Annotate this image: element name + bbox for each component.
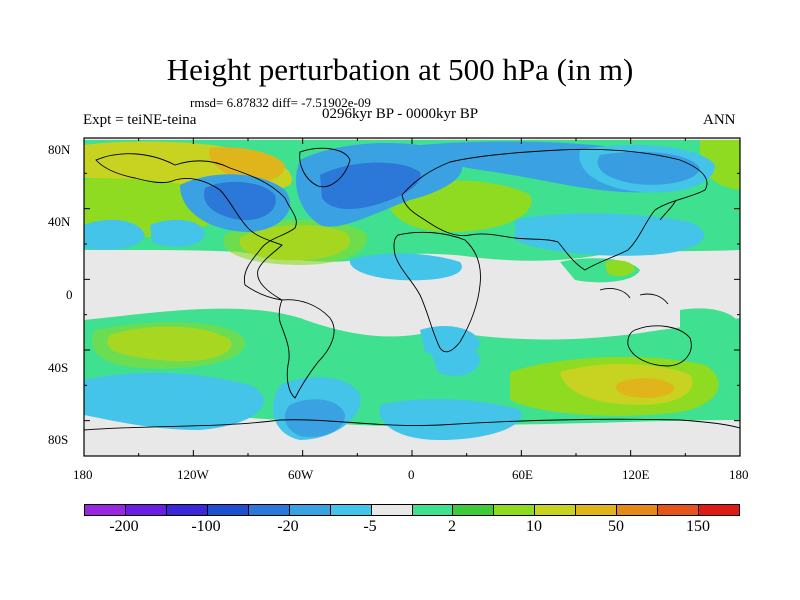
contour-blue-antarctic-east	[379, 398, 522, 440]
lat-label-40n: 40N	[48, 214, 71, 229]
colorbar-swatch	[125, 505, 167, 515]
contour-blue-southpac	[84, 372, 264, 430]
colorbar-swatch	[535, 505, 577, 515]
colorbar-swatch	[699, 505, 739, 515]
colorbar-swatch	[207, 505, 249, 515]
colorbar-swatch	[453, 505, 495, 515]
coastline-north-america	[95, 153, 297, 301]
coastline-eurasia	[401, 148, 708, 271]
stats-text: rmsd= 6.87832 diff= -7.51902e-09	[190, 95, 371, 110]
colorbar-swatch	[371, 505, 413, 515]
axis-ticks	[83, 137, 741, 457]
colorbar-label: 50	[608, 518, 624, 535]
lat-label-0: 0	[66, 287, 73, 302]
coastline-japan	[659, 199, 677, 221]
colorbar-swatch	[617, 505, 659, 515]
contour-blue-asia	[515, 213, 705, 256]
colorbar-label: -20	[277, 518, 299, 535]
colorbar-label: -200	[109, 518, 139, 535]
coastlines	[84, 147, 740, 431]
experiment-text: Expt = teiNE-teina	[83, 112, 197, 128]
contour-green-pacific-trop	[680, 308, 740, 355]
coastline-indonesia	[599, 287, 669, 305]
contour-darkblue-siberia	[597, 151, 700, 185]
contour-darkblue-canada	[204, 181, 276, 221]
lat-label-40s: 40S	[48, 360, 69, 375]
colorbar-swatch	[289, 505, 331, 515]
colorbar-swatch	[576, 505, 618, 515]
colorbar-label: 150	[686, 518, 710, 535]
map-title: Height perturbation at 500 hPa (in m)	[166, 52, 634, 87]
contour-blue-midlat-europe	[349, 253, 462, 281]
colorbar-swatch	[412, 505, 454, 515]
contour-lime-arctic-east	[700, 140, 740, 190]
contour-blue-antarctic	[284, 399, 345, 438]
colorbar-label: -100	[191, 518, 221, 535]
contour-lime-atlantic	[223, 219, 367, 265]
colorbar-swatch	[330, 505, 372, 515]
colorbar-swatch	[85, 505, 126, 515]
colorbar-label: 10	[526, 518, 542, 535]
coastline-africa	[393, 231, 481, 353]
contour-orange-southindian	[615, 378, 675, 398]
contour-darkblue-greenland	[320, 162, 421, 210]
coastline-australia	[627, 325, 692, 367]
colorbar	[84, 504, 740, 516]
season-text: ANN	[703, 112, 736, 128]
contour-blue-northpac	[150, 219, 205, 247]
coastline-greenland	[299, 147, 351, 188]
lon-label-0: 0	[408, 467, 415, 482]
lon-label-120e: 120E	[622, 467, 650, 482]
colorbar-label: -5	[363, 518, 377, 535]
lon-label-60w: 60W	[288, 467, 314, 482]
colorbar-label: 2	[448, 518, 456, 535]
period-text: 0296kyr BP - 0000kyr BP	[322, 106, 479, 122]
colorbar-swatch	[166, 505, 208, 515]
contour-lime-southpac	[92, 321, 246, 369]
lon-label-180w: 180	[73, 467, 93, 482]
contour-green-indian	[350, 342, 415, 372]
colorbar-swatch	[658, 505, 700, 515]
colorbar-swatch	[494, 505, 536, 515]
map-field	[84, 138, 740, 456]
lon-label-60e: 60E	[512, 467, 533, 482]
lat-label-80s: 80S	[48, 432, 69, 447]
contour-orange-arctic	[209, 147, 285, 182]
lon-label-120w: 120W	[177, 467, 209, 482]
colorbar-swatch	[248, 505, 290, 515]
contour-blue-northpac-west	[84, 219, 145, 250]
lon-label-180e: 180	[729, 467, 749, 482]
coastline-south-america	[278, 299, 335, 399]
lat-label-80n: 80N	[48, 142, 71, 157]
contour-lime-asia-trop	[605, 260, 635, 277]
coastline-antarctica	[84, 418, 740, 431]
